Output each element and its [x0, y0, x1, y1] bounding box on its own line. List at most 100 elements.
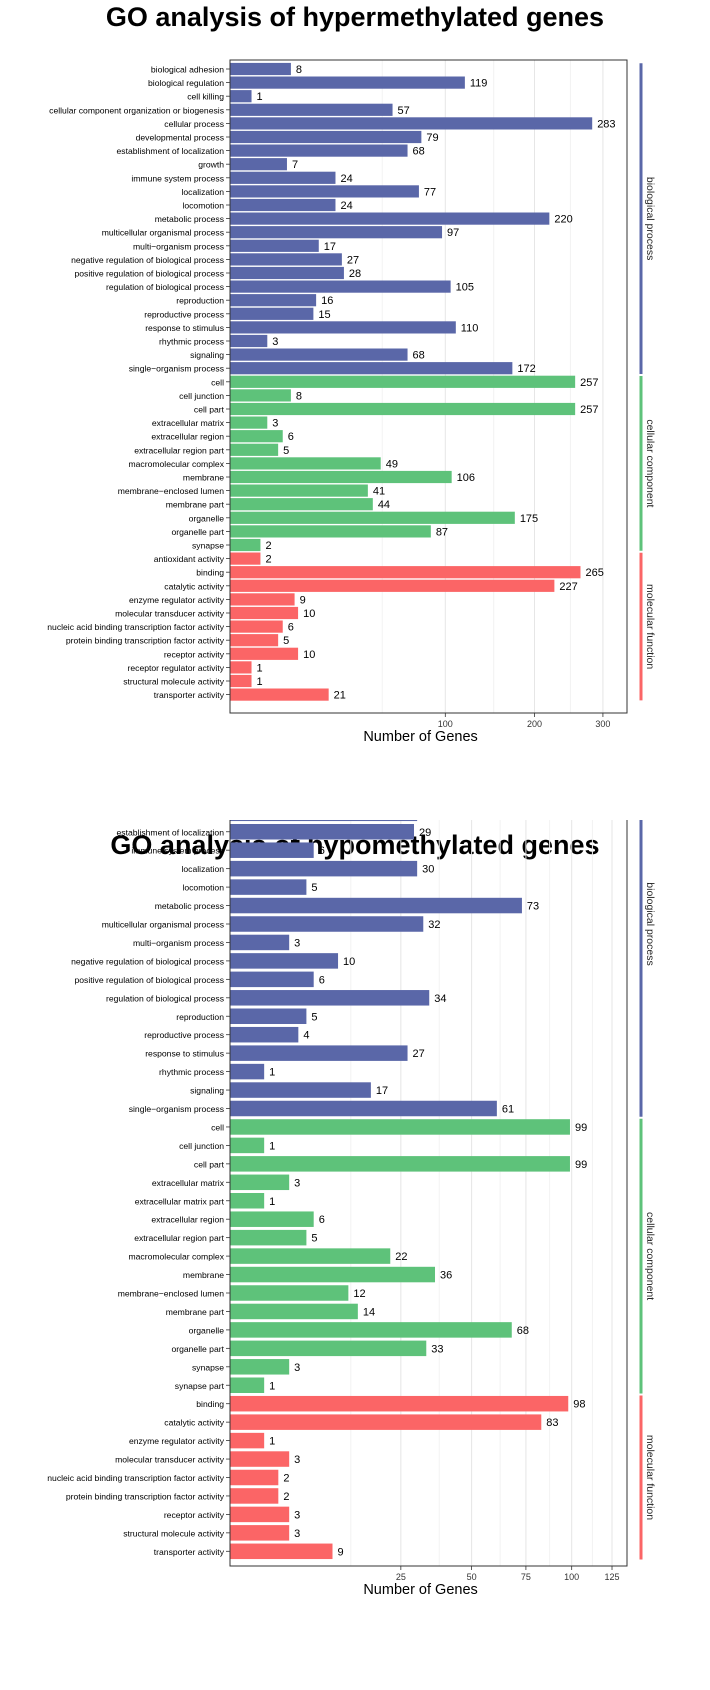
- category-label: regulation of biological process: [106, 282, 224, 292]
- category-label: signaling: [190, 350, 224, 360]
- bar: [230, 131, 421, 143]
- x-axis-label: Number of Genes: [363, 1582, 477, 1598]
- value-label: 265: [585, 567, 603, 579]
- bar: [230, 1470, 278, 1486]
- value-label: 2: [283, 1473, 289, 1485]
- bar: [230, 607, 298, 619]
- bar: [230, 294, 316, 306]
- category-label: catalytic activity: [164, 1418, 224, 1428]
- value-label: 1: [269, 1380, 275, 1392]
- category-label: extracellular region: [151, 432, 224, 442]
- bar: [230, 634, 278, 646]
- x-tick-label: 200: [527, 719, 542, 729]
- value-label: 283: [597, 118, 615, 130]
- bar: [230, 553, 260, 565]
- category-label: transporter activity: [154, 1547, 225, 1557]
- category-label: multi−organism process: [133, 241, 224, 251]
- bar: [230, 1193, 264, 1209]
- value-label: 24: [340, 173, 352, 185]
- bar: [230, 1451, 289, 1467]
- bar: [230, 916, 423, 932]
- bar: [230, 512, 515, 524]
- bar: [230, 389, 291, 401]
- bar: [230, 376, 575, 388]
- category-label: biological regulation: [148, 78, 224, 88]
- bar: [230, 1009, 306, 1025]
- bar: [230, 158, 287, 170]
- value-label: 27: [413, 1048, 425, 1060]
- value-label: 2: [283, 1491, 289, 1503]
- category-label: cell killing: [187, 92, 224, 102]
- category-label: cell: [211, 377, 224, 387]
- category-label: localization: [181, 187, 224, 197]
- category-label: negative regulation of biological proces…: [71, 956, 224, 966]
- bar: [230, 430, 283, 442]
- bar: [230, 117, 592, 129]
- category-label: protein binding transcription factor act…: [66, 1491, 225, 1501]
- category-label: organelle: [189, 513, 225, 523]
- value-label: 17: [376, 1085, 388, 1097]
- category-label: organelle: [189, 1325, 225, 1335]
- bar: [230, 898, 522, 914]
- category-label: protein binding transcription factor act…: [66, 636, 225, 646]
- bar: [230, 213, 549, 225]
- value-label: 30: [422, 864, 434, 876]
- category-label: cell part: [194, 1159, 225, 1169]
- value-label: 3: [294, 1509, 300, 1521]
- category-label: immune system process: [131, 846, 224, 856]
- category-label: biological adhesion: [151, 65, 224, 75]
- bar: [230, 1378, 264, 1394]
- category-label: rhythmic process: [159, 1067, 224, 1077]
- value-label: 15: [318, 309, 330, 321]
- value-label: 6: [319, 1214, 325, 1226]
- x-tick-label: 25: [396, 1572, 406, 1582]
- category-label: membrane: [183, 473, 224, 483]
- value-label: 68: [517, 1325, 529, 1337]
- category-label: reproductive process: [144, 1030, 224, 1040]
- chart-svg: 2biological adhesion41biological regulat…: [0, 820, 710, 1690]
- bars: 2biological adhesion41biological regulat…: [47, 820, 596, 1559]
- bar: [230, 90, 252, 102]
- bar: [230, 1045, 408, 1061]
- category-label: enzyme regulator activity: [129, 595, 225, 605]
- value-label: 6: [288, 622, 294, 634]
- category-label: binding: [196, 1399, 224, 1409]
- value-label: 14: [363, 1306, 375, 1318]
- category-label: membrane−enclosed lumen: [118, 1289, 225, 1299]
- category-label: locomotion: [182, 201, 224, 211]
- value-label: 5: [311, 1011, 317, 1023]
- category-label: response to stimulus: [145, 1049, 224, 1059]
- value-label: 1: [269, 1067, 275, 1079]
- value-label: 16: [321, 295, 333, 307]
- value-label: 5: [283, 445, 289, 457]
- value-label: 29: [419, 827, 431, 839]
- bar: [230, 471, 452, 483]
- category-label: cell junction: [179, 391, 224, 401]
- x-axis-label: Number of Genes: [363, 729, 477, 745]
- value-label: 119: [470, 78, 488, 90]
- value-label: 41: [373, 486, 385, 498]
- bar: [230, 879, 306, 895]
- value-label: 2: [265, 554, 271, 566]
- value-label: 1: [257, 676, 263, 688]
- bar: [230, 1027, 298, 1043]
- category-label: developmental process: [136, 133, 224, 143]
- value-label: 227: [559, 581, 577, 593]
- bar: [230, 1525, 289, 1541]
- value-label: 3: [294, 1528, 300, 1540]
- value-label: 5: [283, 635, 289, 647]
- bar: [230, 321, 456, 333]
- value-label: 61: [502, 1104, 514, 1116]
- category-label: macromolecular complex: [128, 459, 224, 469]
- category-label: locomotion: [182, 883, 224, 893]
- value-label: 17: [324, 241, 336, 253]
- category-label: transporter activity: [154, 690, 225, 700]
- value-label: 9: [300, 594, 306, 606]
- category-label: cellular process: [164, 119, 224, 129]
- bar: [230, 1304, 358, 1320]
- bar: [230, 362, 512, 374]
- bar: [230, 539, 260, 551]
